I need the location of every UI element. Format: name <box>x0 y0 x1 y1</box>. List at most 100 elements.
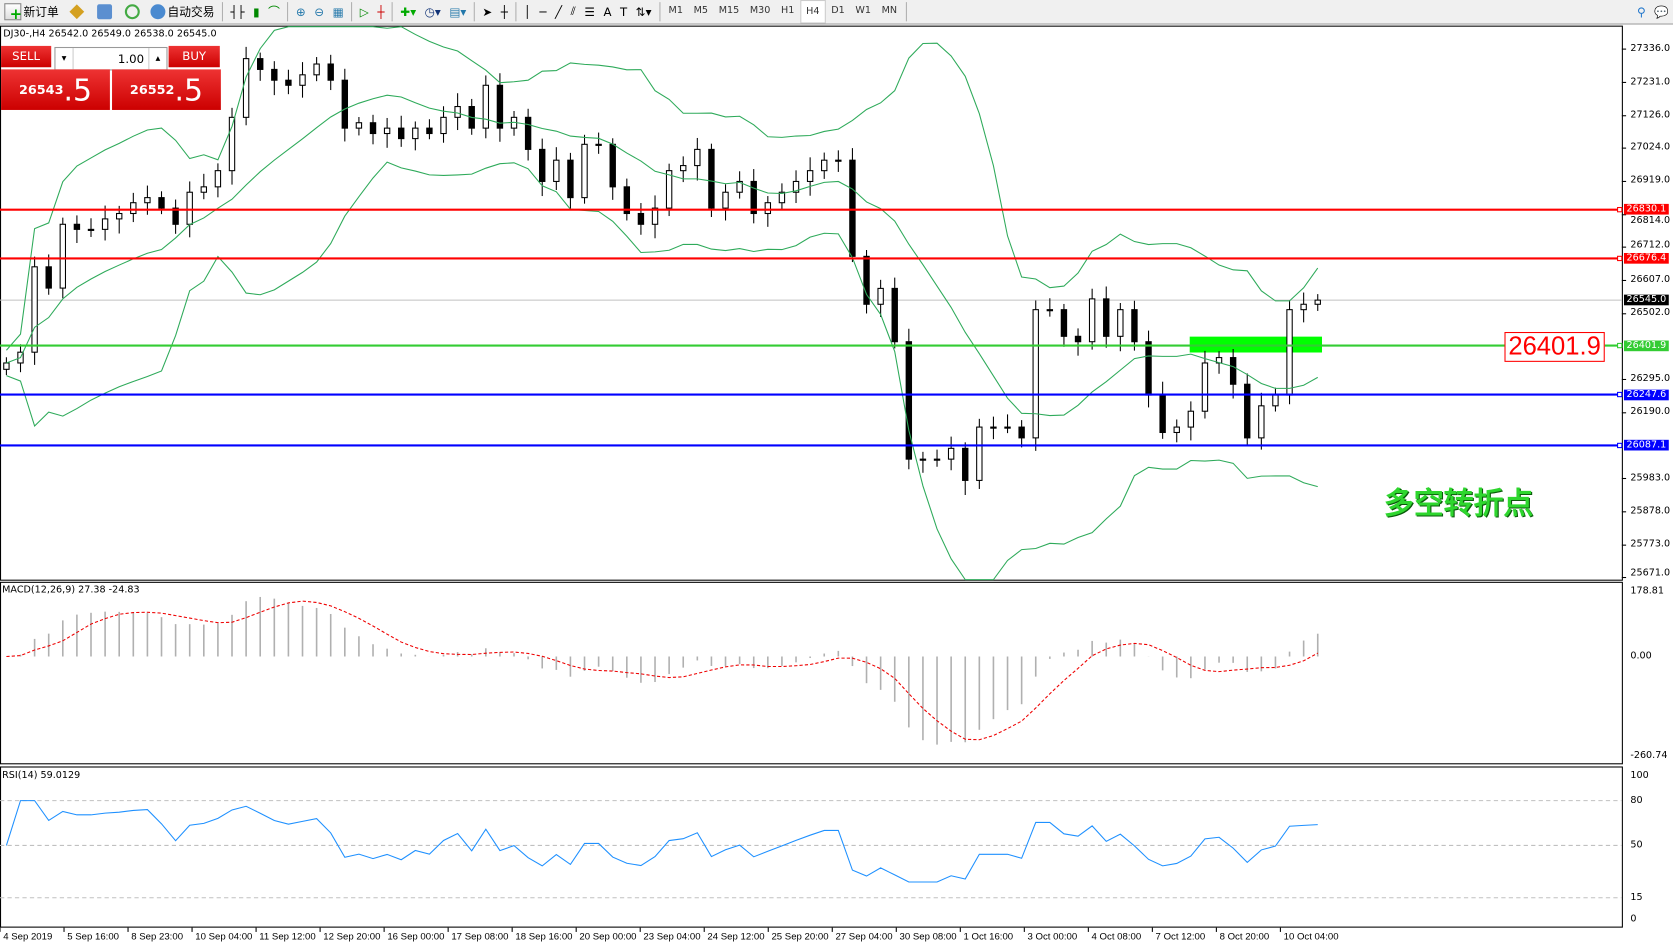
bar-chart-icon[interactable]: ┤├ <box>230 4 245 19</box>
candle-bear <box>271 68 278 81</box>
separator <box>391 2 393 22</box>
timeframe-bar: M1 M5 M15 M30 H1 H4 D1 W1 MN <box>663 0 902 24</box>
new-order-label: 新订单 <box>23 5 59 20</box>
rsi-line <box>5 800 1318 883</box>
level-price-label: 26401.9 <box>1623 340 1669 351</box>
candle-bull <box>1187 410 1195 428</box>
candle-bull <box>835 159 842 162</box>
candle-bull <box>990 426 997 429</box>
candle-bear <box>1229 357 1237 385</box>
candlestick-icon[interactable]: ▮ <box>253 4 260 19</box>
timeframe-m1[interactable]: M1 <box>668 5 683 17</box>
macd-header: MACD(12,26,9) 27.38 -24.83 <box>2 584 140 596</box>
chart-shift-icon[interactable]: ┼ <box>377 4 385 19</box>
candle-bear <box>905 341 913 460</box>
candle-bear <box>327 63 334 81</box>
main-pane-frame <box>0 25 1623 581</box>
date-tick-label: 25 Sep 20:00 <box>771 930 829 942</box>
price-tick-label: 26190.0 <box>1630 406 1671 418</box>
tile-windows-icon[interactable]: ▦ <box>332 4 344 19</box>
rsi-tick-label: 50 <box>1630 839 1643 851</box>
line-chart-icon[interactable]: ⌒ <box>268 5 280 20</box>
candle-bull <box>383 127 391 135</box>
candle-bear <box>891 287 898 343</box>
timeframe-mn[interactable]: MN <box>881 5 898 17</box>
candle-bull <box>214 170 222 188</box>
bollinger-middle <box>6 94 1319 417</box>
auto-trading-button[interactable]: 自动交易 <box>146 1 219 22</box>
sell-button[interactable]: SELL <box>1 45 52 68</box>
candle-bear <box>623 186 631 215</box>
separator <box>473 2 475 22</box>
price-tick-label: 25878.0 <box>1630 505 1671 517</box>
cursor-icon[interactable]: ➤ <box>482 4 493 19</box>
equidistant-channel-icon[interactable]: ⫽ <box>570 4 576 19</box>
rsi-tick-label: 80 <box>1630 794 1643 806</box>
buy-price-button[interactable]: 26552.5 <box>112 69 221 110</box>
date-tick-label: 4 Sep 2019 <box>3 930 53 942</box>
rsi-pane-frame <box>0 766 1623 928</box>
search-icon[interactable]: ⚲ <box>1637 4 1646 19</box>
candle-bull <box>976 426 983 481</box>
candle-bear <box>962 447 969 481</box>
new-order-button[interactable]: + 新订单 <box>0 1 63 22</box>
crosshair-icon[interactable]: ┼ <box>500 4 508 19</box>
zoom-in-icon[interactable]: ⊕ <box>295 4 306 19</box>
candle-bear <box>426 127 433 135</box>
lot-input[interactable]: 1.00 <box>117 51 145 66</box>
lot-decrease-icon[interactable]: ▾ <box>55 48 74 70</box>
timeframe-w1[interactable]: W1 <box>855 5 871 17</box>
text-icon[interactable]: A <box>603 4 612 19</box>
periods-icon[interactable]: ◷▾ <box>424 4 441 19</box>
signal-icon[interactable] <box>124 4 140 20</box>
date-tick-label: 20 Sep 00:00 <box>579 930 637 942</box>
timeframe-m15[interactable]: M15 <box>718 5 740 17</box>
trendline-icon[interactable]: ╱ <box>554 4 563 19</box>
sell-price: 26543 <box>18 82 64 98</box>
date-tick-label: 24 Sep 12:00 <box>707 930 765 942</box>
chat-icon[interactable]: 💬 <box>1654 4 1669 19</box>
timeframe-h4[interactable]: H4 <box>799 0 826 24</box>
bollinger-lower <box>6 161 1318 581</box>
lot-increase-icon[interactable]: ▴ <box>148 48 166 70</box>
terminal-icon[interactable] <box>97 4 113 20</box>
new-order-icon: + <box>4 3 22 22</box>
candle-bull <box>1258 405 1265 439</box>
candle-bear <box>341 79 349 129</box>
autoscroll-icon[interactable]: ▷ <box>359 4 369 19</box>
timeframe-m30[interactable]: M30 <box>749 5 771 17</box>
price-tick-label: 27126.0 <box>1630 109 1671 121</box>
zoom-out-icon[interactable]: ⊖ <box>314 4 325 19</box>
horizontal-line-icon[interactable]: ─ <box>539 4 547 19</box>
candle-bull <box>1201 362 1209 412</box>
fibonacci-icon[interactable]: ☰ <box>584 4 595 19</box>
templates-icon[interactable]: ▤▾ <box>449 4 467 19</box>
price-tick-label: 26814.0 <box>1630 216 1671 227</box>
candle-bull <box>933 458 941 461</box>
timeframe-m5[interactable]: M5 <box>693 5 709 17</box>
arrows-icon[interactable]: ⇅▾ <box>635 4 652 19</box>
price-tick-label: 27231.0 <box>1630 76 1671 88</box>
lot-size-stepper[interactable]: ▾ 1.00 ▴ <box>54 46 168 71</box>
timeframe-h1[interactable]: H1 <box>781 5 795 17</box>
candle-bull <box>1300 303 1307 311</box>
current-price-label: 26545.0 <box>1623 294 1669 306</box>
buy-button[interactable]: BUY <box>168 45 220 68</box>
vertical-line-icon[interactable]: │ <box>523 4 531 19</box>
candle-bull <box>186 191 193 225</box>
candle-bull <box>736 180 743 193</box>
candle-bear <box>1074 335 1082 343</box>
auto-trading-label: 自动交易 <box>167 5 215 20</box>
level-handle <box>1617 206 1623 213</box>
symbol-header: DJ30-,H4 26542.0 26549.0 26538.0 26545.0 <box>3 28 217 40</box>
candle-bull <box>31 266 38 353</box>
text-label-icon[interactable]: T <box>620 4 628 19</box>
timeframe-d1[interactable]: D1 <box>831 5 845 17</box>
indicators-icon[interactable]: ✚▾ <box>400 4 417 19</box>
candle-bull <box>101 218 109 230</box>
level-handle <box>1617 442 1623 449</box>
sell-price-button[interactable]: 26543.5 <box>1 69 110 110</box>
candle-bull <box>1117 309 1124 337</box>
candle-bear <box>863 255 870 305</box>
